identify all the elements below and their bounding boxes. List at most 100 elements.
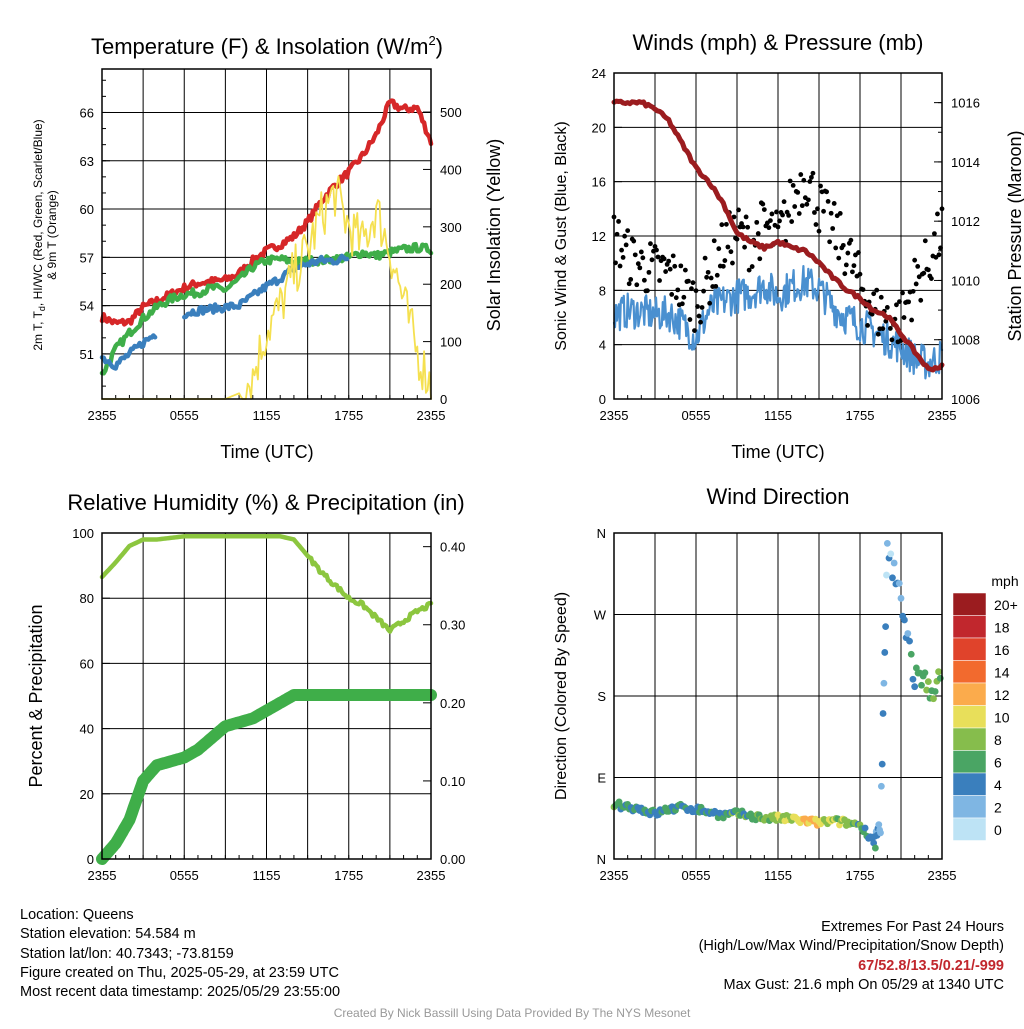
y-tick-label: 24 [592,66,606,81]
legend-swatch [952,727,987,751]
plot-border [613,532,943,860]
gust-point [670,253,676,259]
gust-point [874,287,880,293]
gust-point [865,322,870,328]
x-tick-label: 2355 [928,868,957,883]
x-tick-label: 2355 [88,408,117,423]
legend-swatch [952,682,987,706]
gust-point [728,249,734,255]
y-tick-label: N [597,852,606,867]
gust-point [672,263,678,269]
gust-point [711,238,717,244]
legend-swatch [952,817,987,841]
x-tick-label: 2355 [928,408,957,423]
gust-point [906,299,911,305]
legend-label: 0 [994,822,1002,838]
elevation-text: Station elevation: 54.584 m [20,926,196,943]
gust-point [690,280,696,286]
direction-point [882,623,890,631]
gust-point [925,267,931,273]
gust-point [786,213,792,218]
y2-tick-label: 0.20 [440,696,465,711]
gust-point [901,315,907,320]
gust-point [918,297,924,303]
gust-point [695,304,700,309]
gust-point [830,226,836,231]
winds-title: Winds (mph) & Pressure (mb) [633,30,924,55]
legend-swatch [952,592,987,616]
gust-point [625,228,631,234]
gust-point [809,174,814,180]
gust-point [801,177,807,183]
direction-point [930,695,937,703]
y-tick-label: 20 [592,120,606,135]
gust-point [824,189,829,195]
x-tick-label: 0555 [170,868,199,883]
extremes-info: Extremes For Past 24 Hours (High/Low/Max… [699,918,1004,995]
winds-panel: Winds (mph) & Pressure (mb) Time (UTC) S… [553,30,1024,462]
gust-point [831,201,837,206]
gust-point [649,257,655,263]
direction-point [887,550,895,558]
gust-point [657,278,662,283]
direction-title: Wind Direction [706,484,849,509]
legend-label: 8 [994,732,1002,748]
legend-swatch [952,660,987,684]
x-tick-label: 1755 [334,868,363,883]
location-text: Location: Queens [20,907,134,923]
legend-label: 18 [994,620,1010,636]
direction-ylabel-left: Direction (Colored By Speed) [553,592,570,800]
direction-point [921,669,929,677]
precip-line [96,689,437,865]
x-tick-label: 2355 [417,868,446,883]
legend-swatch [952,750,987,774]
gust-point [887,326,893,331]
direction-panel: Wind Direction Direction (Colored By Spe… [553,484,1019,883]
gust-point [699,305,705,310]
humidity-ylabel-left: Percent & Precipitation [26,604,46,787]
gust-point [789,219,795,224]
gust-point [628,277,634,282]
gust-point [769,211,775,217]
gust-point [836,255,842,261]
gust-point [857,271,863,277]
gust-point [614,231,620,237]
gust-point [692,328,697,334]
gust-point [648,241,653,247]
x-tick-label: 1155 [253,408,281,423]
gust-point [922,238,928,244]
gust-point [678,263,684,269]
gust-point [792,204,798,209]
legend-swatch [952,705,987,729]
direction-point [752,816,760,824]
y2-tick-label: 0.10 [440,774,465,789]
direction-point [906,637,913,645]
y-tick-label: 4 [599,338,606,353]
gust-point [871,291,877,297]
legend-label: 4 [994,777,1002,793]
direction-point [897,594,905,602]
gust-point [686,278,691,284]
winds-ylabel-right: Station Pressure (Maroon) [1005,130,1024,341]
gust-point [921,270,927,276]
gust-point [719,222,725,228]
gust-point [734,236,740,242]
gust-point [807,179,813,184]
gust-point [730,260,735,266]
gust-point [740,224,746,230]
gust-point [760,201,766,207]
gust-point [623,242,629,248]
y-tick-label: S [597,689,606,704]
gust-point [774,209,779,215]
x-tick-label: 2355 [88,868,117,883]
gust-point [626,281,632,287]
gust-point [714,272,720,278]
legend-label: 14 [994,665,1010,681]
y2-tick-label: 1010 [951,273,980,288]
y2-tick-label: 500 [440,105,462,120]
y-tick-label: 63 [80,154,94,169]
plot-border [613,72,943,400]
x-tick-label: 2355 [600,868,629,883]
extremes-values: 67/52.8/13.5/0.21/-999 [858,957,1004,974]
gust-point [828,210,834,216]
